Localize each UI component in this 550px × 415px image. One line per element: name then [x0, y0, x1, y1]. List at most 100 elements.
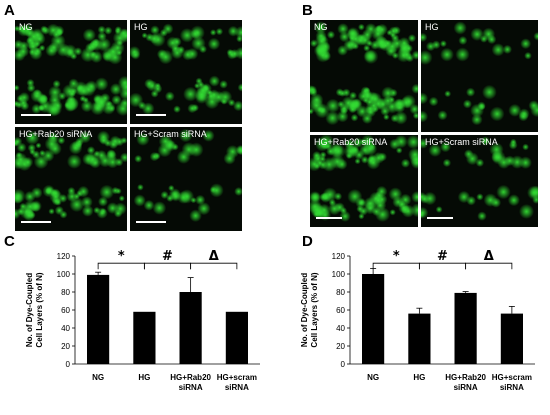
cell-glow [325, 98, 340, 113]
cell-glow [189, 209, 202, 222]
cell-glow [149, 151, 160, 162]
y-tick-label: 60 [336, 306, 345, 315]
chart-svg: No. of Dye-CoupledCell Layers (% of N) 0 2… [300, 249, 535, 392]
cell-glow [130, 50, 141, 60]
cell-glow [310, 156, 322, 172]
cell-glow [25, 130, 40, 145]
cell-glow [168, 184, 175, 192]
x-category-label: NG [367, 373, 379, 382]
cell-glow [389, 209, 396, 216]
cell-glow [349, 98, 363, 112]
cell-glow [477, 211, 487, 221]
cell-image [310, 21, 418, 126]
cell-glow [329, 154, 345, 169]
cell-glow [444, 90, 452, 98]
cell-glow [173, 105, 181, 113]
cell-glow [334, 202, 345, 213]
cell-glow [411, 191, 418, 203]
cell-glow [179, 28, 195, 43]
bar-chart-d: No. of Dye-CoupledCell Layers (% of N) 0 2… [275, 240, 550, 410]
cell-glow [342, 88, 351, 97]
cell-glow [363, 49, 379, 65]
tile-label: HG [425, 22, 439, 32]
cell-glow [15, 84, 20, 91]
cell-glow [50, 33, 66, 49]
cell-glow [48, 208, 55, 215]
cell-glow [94, 77, 109, 91]
tile-label: HG [134, 22, 148, 32]
cell-glow [202, 129, 215, 142]
cell-glow [97, 25, 106, 34]
cell-glow [510, 155, 524, 169]
cell-glow [99, 184, 115, 200]
micrograph-tile-a-ng: NG [15, 20, 127, 124]
cell-glow [439, 40, 447, 48]
cell-glow [476, 193, 484, 201]
cell-glow [111, 94, 122, 105]
cell-glow [102, 51, 112, 61]
cell-glow [519, 204, 534, 219]
bar [225, 311, 248, 364]
cell-glow [137, 184, 144, 191]
cell-glow [227, 99, 236, 107]
cell-glow [171, 143, 179, 151]
cell-glow [421, 32, 428, 42]
cell-glow [388, 187, 403, 201]
cell-glow [223, 152, 236, 165]
cell-glow [191, 36, 206, 51]
cell-glow [48, 142, 62, 156]
cell-glow [530, 103, 538, 118]
cell-glow [347, 189, 363, 204]
cell-glow [64, 97, 79, 112]
cell-glow [372, 152, 385, 164]
cell-image [15, 130, 127, 222]
cell-glow [26, 78, 35, 87]
cell-glow [360, 155, 369, 164]
cell-glow [183, 86, 198, 102]
y-tick-label: 80 [336, 288, 345, 297]
cell-glow [117, 75, 127, 90]
cell-glow [118, 195, 125, 202]
significance-bracket [190, 262, 238, 270]
cell-glow [482, 84, 497, 100]
scale-bar [21, 114, 51, 116]
cell-glow [177, 45, 185, 54]
cell-glow [409, 153, 418, 166]
cell-glow [440, 141, 451, 153]
cell-glow [33, 32, 46, 45]
cell-glow [159, 28, 168, 37]
micrograph-tile-a-rab20: HG+Rab20 siRNA [15, 127, 127, 231]
cell-glow [362, 91, 372, 101]
cell-glow [82, 28, 96, 42]
cell-glow [186, 47, 199, 60]
x-category-label: HG+scram siRNA [217, 373, 257, 392]
cell-glow [310, 84, 316, 96]
x-category-label: HG+Rab20 siRNA [170, 373, 211, 392]
cell-glow [518, 111, 529, 122]
cell-glow [336, 110, 349, 123]
scale-bar [316, 217, 342, 219]
significance-symbol: * [393, 249, 400, 264]
cell-glow [19, 202, 27, 211]
cell-glow [106, 202, 119, 214]
panel-label-b: B [302, 2, 313, 19]
cell-glow [51, 196, 61, 206]
cell-glow [529, 185, 538, 200]
cell-glow [423, 191, 437, 206]
y-tick-label: 40 [61, 324, 70, 333]
cell-glow [206, 91, 216, 101]
cell-glow [16, 142, 27, 153]
micrograph-tile-b-ng: NG [310, 20, 418, 132]
cell-glow [81, 205, 94, 217]
tile-label: HG+Rab20 siRNA [314, 137, 388, 147]
micrograph-tile-a-scram: HG+Scram siRNA [130, 127, 242, 231]
cell-glow [207, 37, 221, 51]
cell-glow [435, 206, 443, 213]
cell-glow [62, 84, 77, 99]
cell-glow [349, 91, 357, 100]
cell-glow [52, 100, 63, 111]
significance-symbol: Δ [209, 249, 219, 264]
cell-glow [181, 142, 197, 157]
cell-glow [480, 136, 490, 146]
cell-glow [154, 82, 161, 89]
